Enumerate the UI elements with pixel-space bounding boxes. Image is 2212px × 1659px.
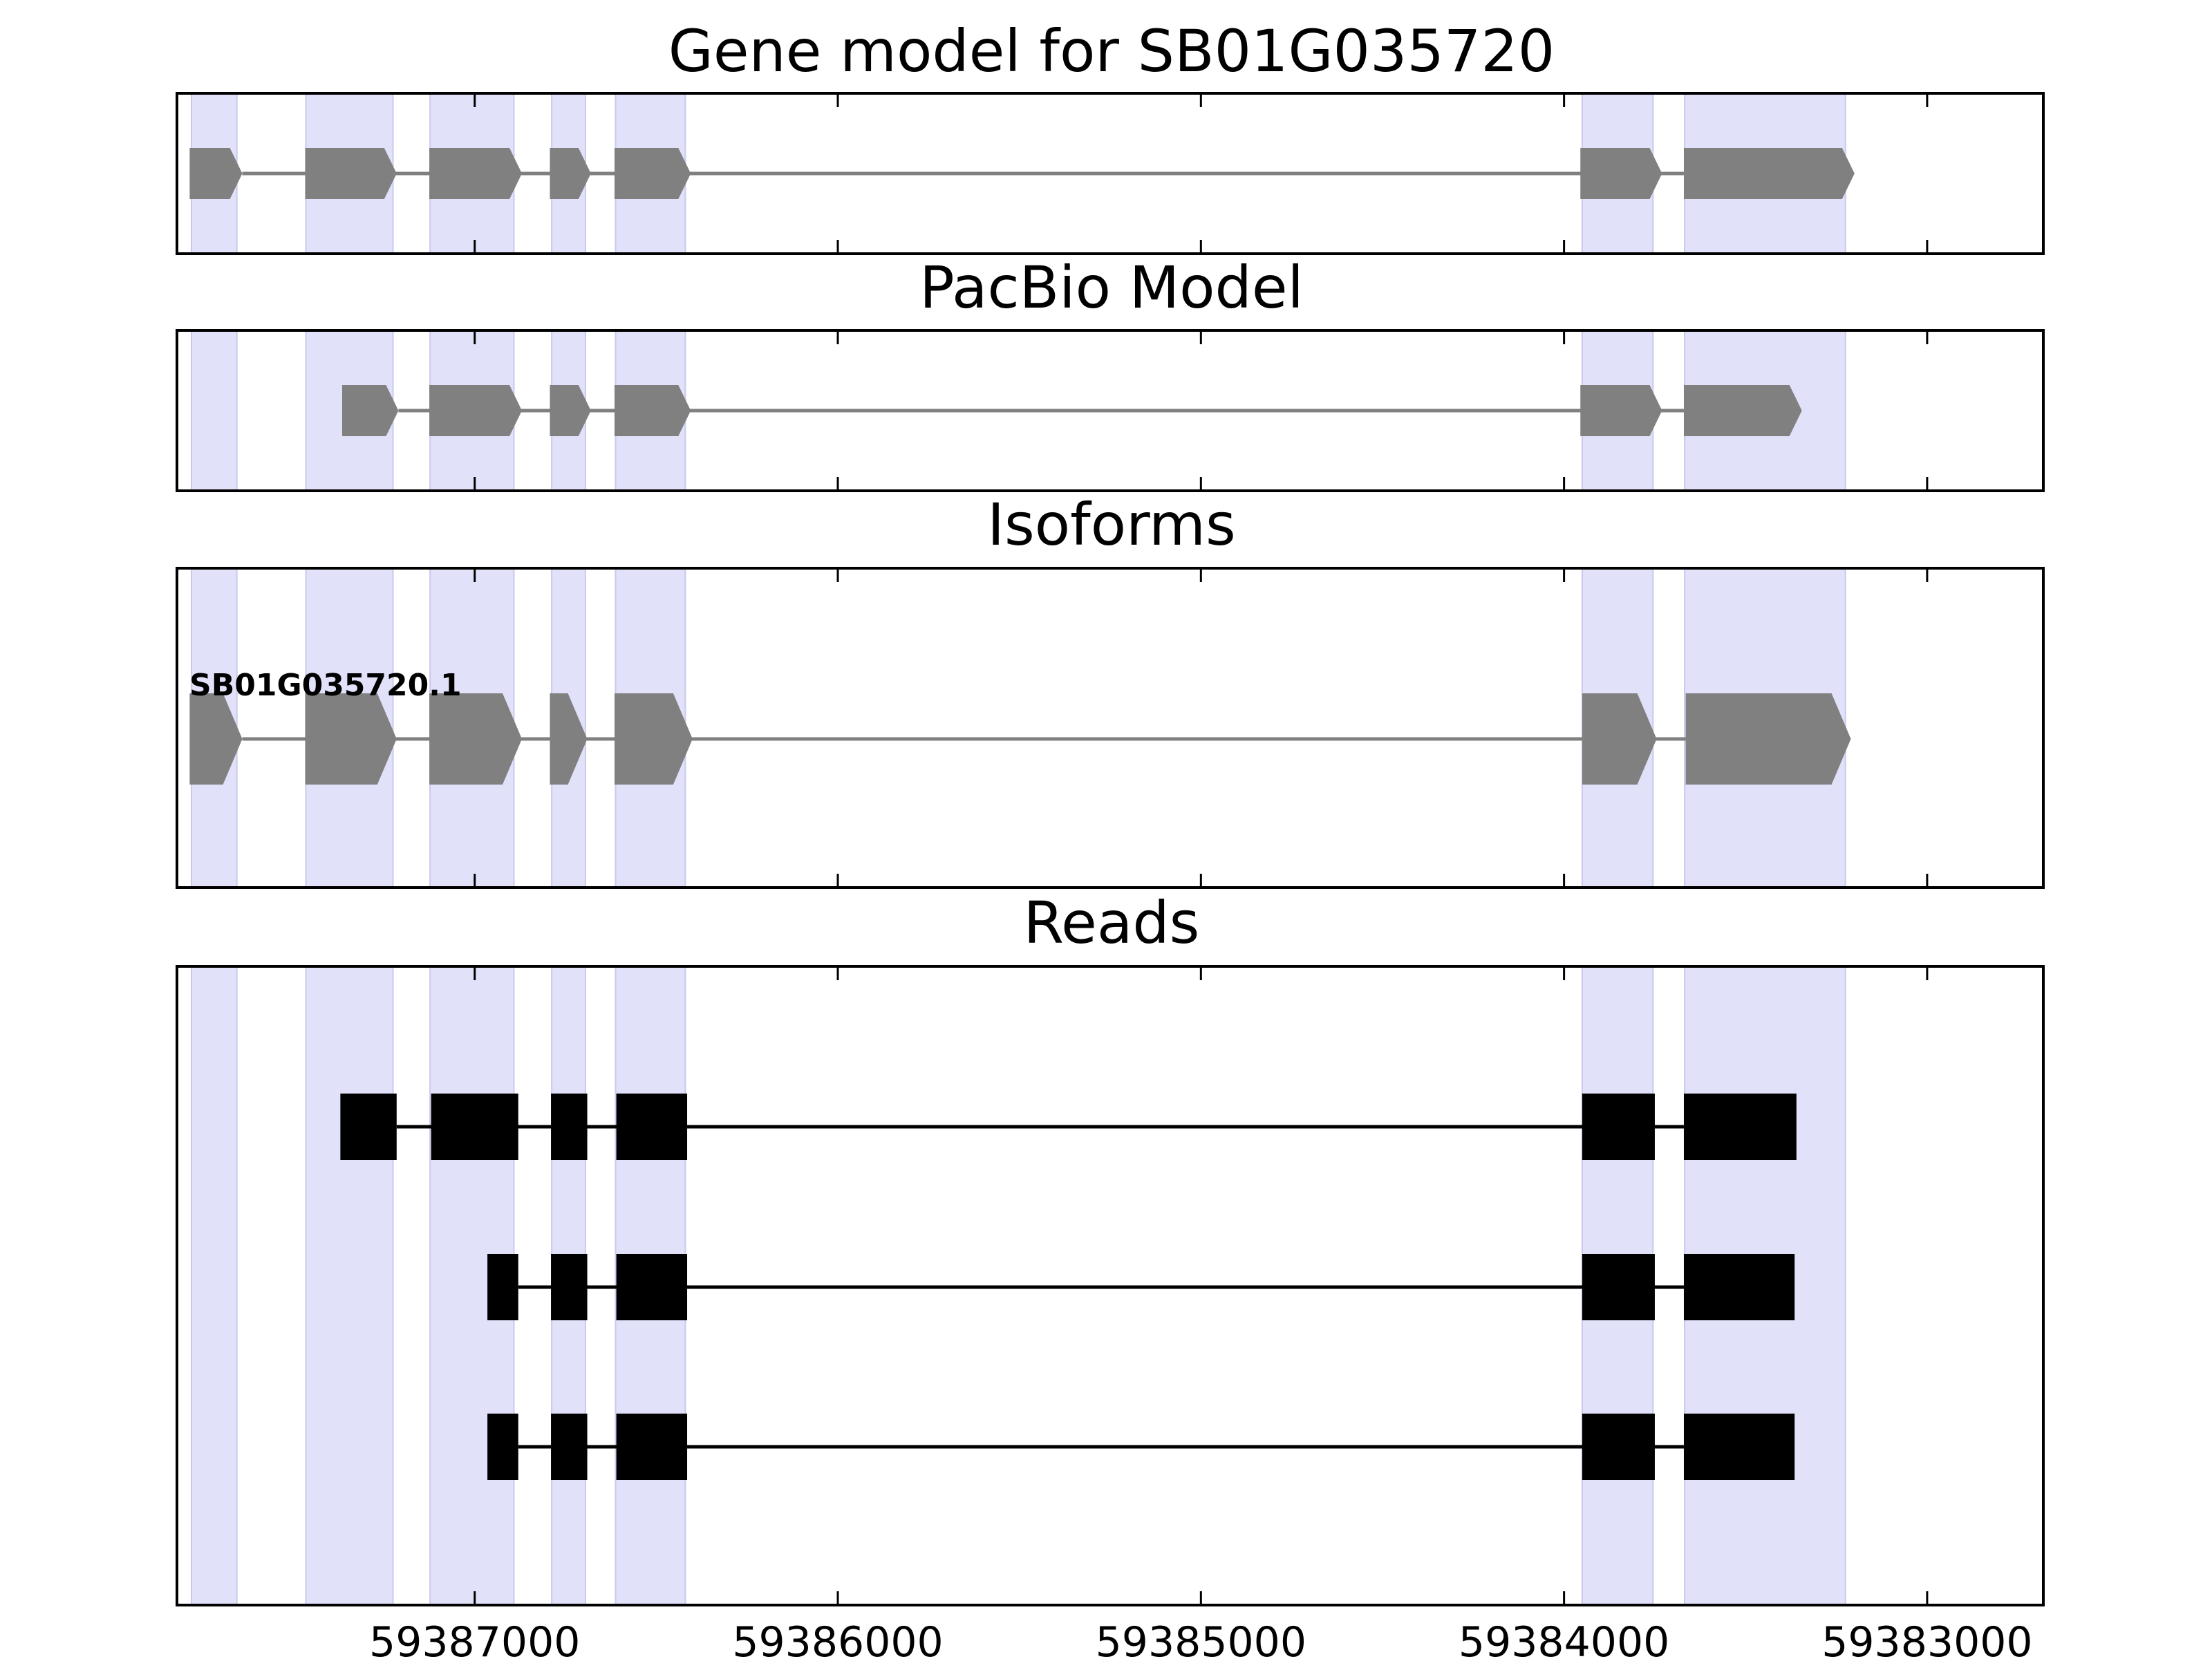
- read-exon: [487, 1414, 518, 1480]
- reads-track: [340, 1094, 1797, 1480]
- pacbio-ticks: [474, 330, 1929, 491]
- pacbio-track: [342, 385, 1802, 436]
- isoform-exon: [550, 693, 588, 785]
- read-exon: [1582, 1254, 1655, 1320]
- gene-model-frame: [176, 92, 2045, 255]
- x-tick-label: 59385000: [1096, 1618, 1306, 1659]
- read-exon: [551, 1414, 588, 1480]
- gene-model-ticks: [474, 93, 1929, 254]
- isoforms-panel: SB01G035720.1: [176, 567, 2045, 889]
- reads-ticks: [474, 966, 1929, 1605]
- gene-model-panel: [176, 92, 2045, 255]
- read-exon: [551, 1254, 588, 1320]
- isoform-exon: [1685, 693, 1851, 785]
- exon-highlight-band: [191, 966, 238, 1606]
- x-tick-label: 59383000: [1821, 1618, 2032, 1659]
- pacbio-panel: [176, 329, 2045, 492]
- pacbio-exon: [1683, 385, 1802, 436]
- isoform-exon: [305, 693, 397, 785]
- read-exon: [616, 1414, 688, 1480]
- x-axis-tick-labels: 59387000 59386000 59385000 59384000 59383000: [369, 1618, 2033, 1659]
- isoform-exon: [189, 693, 243, 785]
- reads-title: Reads: [1024, 889, 1200, 957]
- isoform-exon: [1582, 693, 1657, 785]
- read-exon: [1683, 1414, 1795, 1480]
- pacbio-exon: [429, 385, 523, 436]
- pacbio-exon: [614, 385, 691, 436]
- pacbio-exon: [1580, 385, 1662, 436]
- exon-highlight-band: [191, 330, 238, 491]
- exon-highlight-band: [305, 966, 394, 1606]
- read-exon: [616, 1254, 688, 1320]
- read-exon: [1683, 1094, 1797, 1160]
- gene-model-exon: [614, 148, 691, 199]
- isoform-label: SB01G035720.1: [189, 668, 462, 703]
- read-exon: [1582, 1414, 1655, 1480]
- pacbio-frame: [176, 329, 2045, 492]
- read-exon: [487, 1254, 518, 1320]
- read-exon: [551, 1094, 588, 1160]
- gene-model-title: Gene model for SB01G035720: [668, 17, 1555, 85]
- pacbio-title: PacBio Model: [919, 254, 1304, 321]
- gene-model-exon: [305, 148, 397, 199]
- gene-model-exon: [1580, 148, 1662, 199]
- isoforms-ticks: [474, 568, 1929, 888]
- gene-model-exon: [550, 148, 591, 199]
- isoforms-frame: [176, 567, 2045, 889]
- reads-panel: [176, 965, 2045, 1606]
- read-exon: [340, 1094, 397, 1160]
- x-tick-label: 59387000: [369, 1618, 580, 1659]
- reads-frame: [176, 965, 2045, 1606]
- isoform-exon: [429, 693, 523, 785]
- read-exon: [1582, 1094, 1655, 1160]
- x-tick-label: 59384000: [1459, 1618, 1669, 1659]
- gene-model-exon: [189, 148, 243, 199]
- read-exon: [1683, 1254, 1795, 1320]
- gene-model-exon: [1683, 148, 1855, 199]
- read-exon: [431, 1094, 518, 1160]
- pacbio-exon: [550, 385, 591, 436]
- isoforms-track: [189, 693, 1851, 785]
- isoforms-title: Isoforms: [987, 491, 1236, 559]
- gene-model-track: [189, 148, 1855, 199]
- pacbio-exon: [342, 385, 399, 436]
- isoform-exon: [614, 693, 693, 785]
- read-exon: [616, 1094, 688, 1160]
- gene-model-exon: [429, 148, 523, 199]
- x-tick-label: 59386000: [732, 1618, 943, 1659]
